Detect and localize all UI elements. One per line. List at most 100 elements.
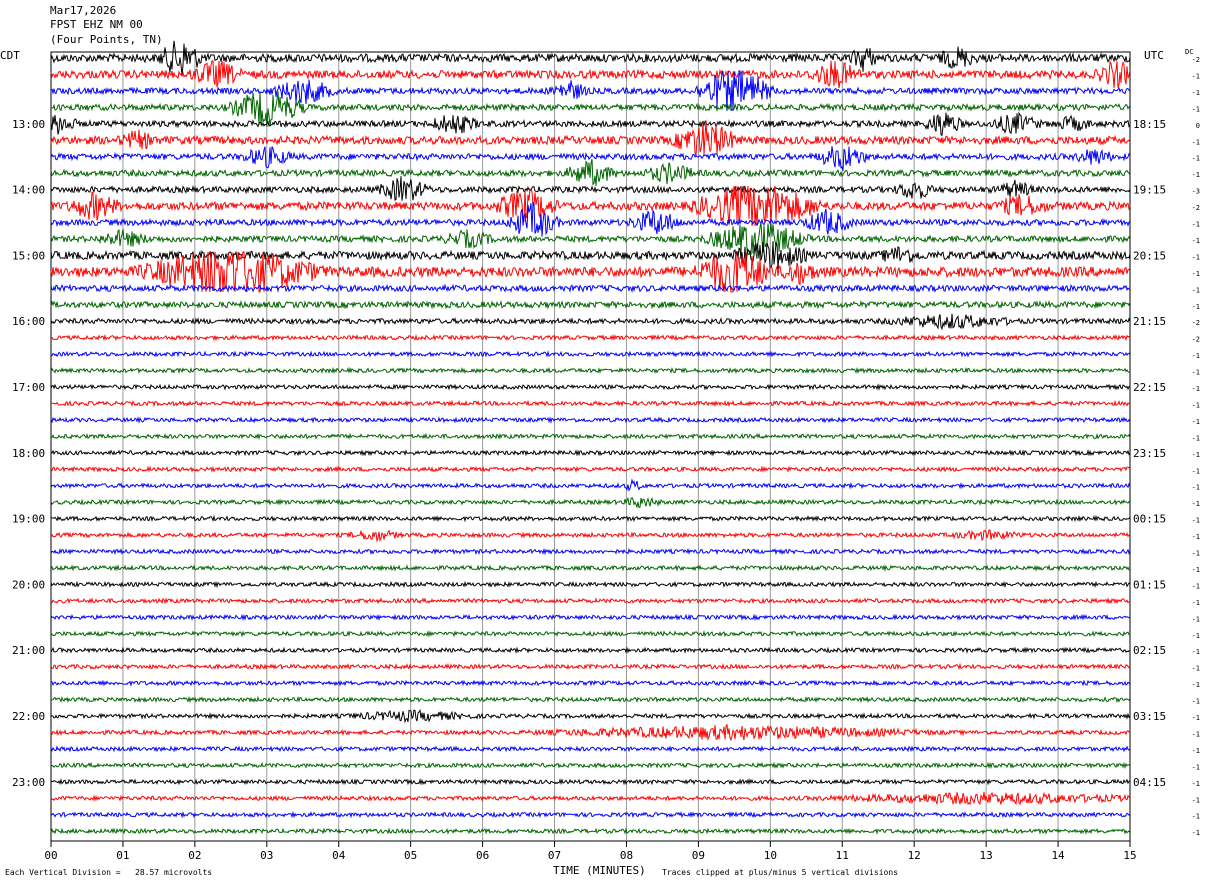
left-hour-label: 23:00 bbox=[12, 776, 45, 789]
x-tick-label: 14 bbox=[1051, 849, 1065, 862]
seismic-trace bbox=[50, 158, 1131, 186]
right-timezone-label: UTC bbox=[1144, 49, 1164, 62]
seismic-trace bbox=[50, 366, 1131, 375]
x-axis-title: TIME (MINUTES) bbox=[553, 864, 646, 877]
dc-offset-label: -1 bbox=[1192, 89, 1200, 97]
seismic-trace bbox=[51, 514, 1131, 523]
x-tick-label: 13 bbox=[980, 849, 993, 862]
station-code: FPST EHZ NM 00 bbox=[50, 18, 143, 31]
left-hour-label: 22:00 bbox=[12, 710, 45, 723]
left-hour-label: 18:00 bbox=[12, 447, 45, 460]
left-timezone-label: CDT bbox=[0, 49, 20, 62]
seismic-trace bbox=[50, 200, 1131, 237]
seismic-trace bbox=[50, 70, 1131, 111]
dc-offset-label: -1 bbox=[1192, 829, 1200, 837]
seismic-trace bbox=[50, 629, 1131, 638]
seismic-trace bbox=[50, 662, 1131, 671]
seismic-trace bbox=[50, 333, 1131, 342]
seismic-trace bbox=[50, 465, 1131, 473]
x-tick-label: 12 bbox=[908, 849, 921, 862]
seismic-trace bbox=[50, 564, 1131, 572]
dc-offset-label: -1 bbox=[1192, 138, 1200, 146]
dc-offset-label: -1 bbox=[1192, 155, 1200, 163]
dc-offset-label: -2 bbox=[1192, 336, 1200, 344]
seismic-trace bbox=[50, 496, 1131, 509]
x-tick-label: 06 bbox=[476, 849, 489, 862]
dc-offset-label: -1 bbox=[1192, 615, 1200, 623]
seismic-trace bbox=[50, 283, 1131, 294]
seismic-trace bbox=[50, 580, 1131, 589]
x-tick-label: 03 bbox=[260, 849, 273, 862]
left-hour-label: 19:00 bbox=[12, 513, 45, 526]
dc-offset-label: -1 bbox=[1192, 369, 1200, 377]
seismic-trace bbox=[50, 111, 1131, 137]
right-hour-label: 00:15 bbox=[1133, 513, 1166, 526]
seismic-trace bbox=[50, 40, 1131, 76]
left-hour-label: 14:00 bbox=[12, 184, 45, 197]
dc-offset-label: -1 bbox=[1192, 763, 1200, 771]
dc-offset-label: -1 bbox=[1192, 698, 1200, 706]
seismic-trace bbox=[50, 241, 1131, 270]
seismic-trace bbox=[50, 350, 1131, 358]
seismic-trace bbox=[50, 185, 1131, 227]
dc-offset-label: -1 bbox=[1192, 813, 1200, 821]
dc-offset-label: -1 bbox=[1192, 500, 1200, 508]
seismic-trace bbox=[50, 679, 1131, 687]
seismic-trace bbox=[50, 777, 1131, 786]
seismic-trace bbox=[50, 695, 1131, 704]
seismic-trace bbox=[50, 383, 1131, 391]
seismic-trace bbox=[50, 597, 1131, 605]
dc-offset-label: -1 bbox=[1192, 566, 1200, 574]
seismic-trace bbox=[51, 399, 1131, 408]
x-tick-label: 04 bbox=[332, 849, 346, 862]
left-hour-label: 13:00 bbox=[12, 118, 45, 131]
left-hour-label: 15:00 bbox=[12, 249, 45, 262]
seismic-trace bbox=[50, 529, 1131, 543]
dc-offset-label: -1 bbox=[1192, 286, 1200, 294]
dc-offset-label: -1 bbox=[1192, 352, 1200, 360]
dc-offset-label: -1 bbox=[1192, 270, 1200, 278]
seismic-trace bbox=[50, 810, 1131, 819]
dc-offset-label: -1 bbox=[1192, 171, 1200, 179]
seismic-trace bbox=[50, 827, 1131, 835]
seismic-trace bbox=[50, 547, 1131, 556]
dc-offset-label: -1 bbox=[1192, 434, 1200, 442]
dc-offset-label: -1 bbox=[1192, 484, 1200, 492]
right-hour-label: 01:15 bbox=[1133, 578, 1166, 591]
seismic-trace bbox=[51, 432, 1131, 441]
seismic-trace bbox=[50, 120, 1131, 157]
dc-offset-label: 0 bbox=[1196, 122, 1200, 130]
left-hour-label: 16:00 bbox=[12, 315, 45, 328]
seismic-trace bbox=[50, 723, 1131, 742]
station-date: Mar17,2026 bbox=[50, 4, 117, 17]
dc-offset-label: -1 bbox=[1192, 550, 1200, 558]
x-tick-label: 08 bbox=[620, 849, 633, 862]
right-hour-label: 18:15 bbox=[1133, 118, 1166, 131]
dc-offset-label: -1 bbox=[1192, 401, 1200, 409]
dc-offset-label: -1 bbox=[1192, 237, 1200, 245]
right-hour-label: 19:15 bbox=[1133, 184, 1166, 197]
left-hour-label: 20:00 bbox=[12, 578, 45, 591]
dc-offset-label: -1 bbox=[1192, 730, 1200, 738]
seismic-trace bbox=[50, 761, 1131, 770]
dc-offset-label: -1 bbox=[1192, 780, 1200, 788]
dc-offset-label: -1 bbox=[1192, 632, 1200, 640]
dc-offset-label: -1 bbox=[1192, 681, 1200, 689]
dc-offset-label: -2 bbox=[1192, 56, 1200, 64]
seismic-trace bbox=[50, 313, 1131, 331]
x-tick-label: 00 bbox=[44, 849, 57, 862]
dc-offset-label: -1 bbox=[1192, 467, 1200, 475]
dc-offset-label: -1 bbox=[1192, 582, 1200, 590]
dc-offset-label: -1 bbox=[1192, 517, 1200, 525]
dc-offset-label: -1 bbox=[1192, 221, 1200, 229]
right-hour-label: 21:15 bbox=[1133, 315, 1166, 328]
dc-offset-label: -1 bbox=[1192, 105, 1200, 113]
dc-offset-label: -1 bbox=[1192, 303, 1200, 311]
x-tick-label: 01 bbox=[116, 849, 129, 862]
dc-offset-label: -2 bbox=[1192, 319, 1200, 327]
seismic-trace bbox=[50, 251, 1131, 293]
dc-offset-label: -1 bbox=[1192, 253, 1200, 261]
dc-offset-label: -1 bbox=[1192, 796, 1200, 804]
station-location: (Four Points, TN) bbox=[50, 33, 163, 46]
